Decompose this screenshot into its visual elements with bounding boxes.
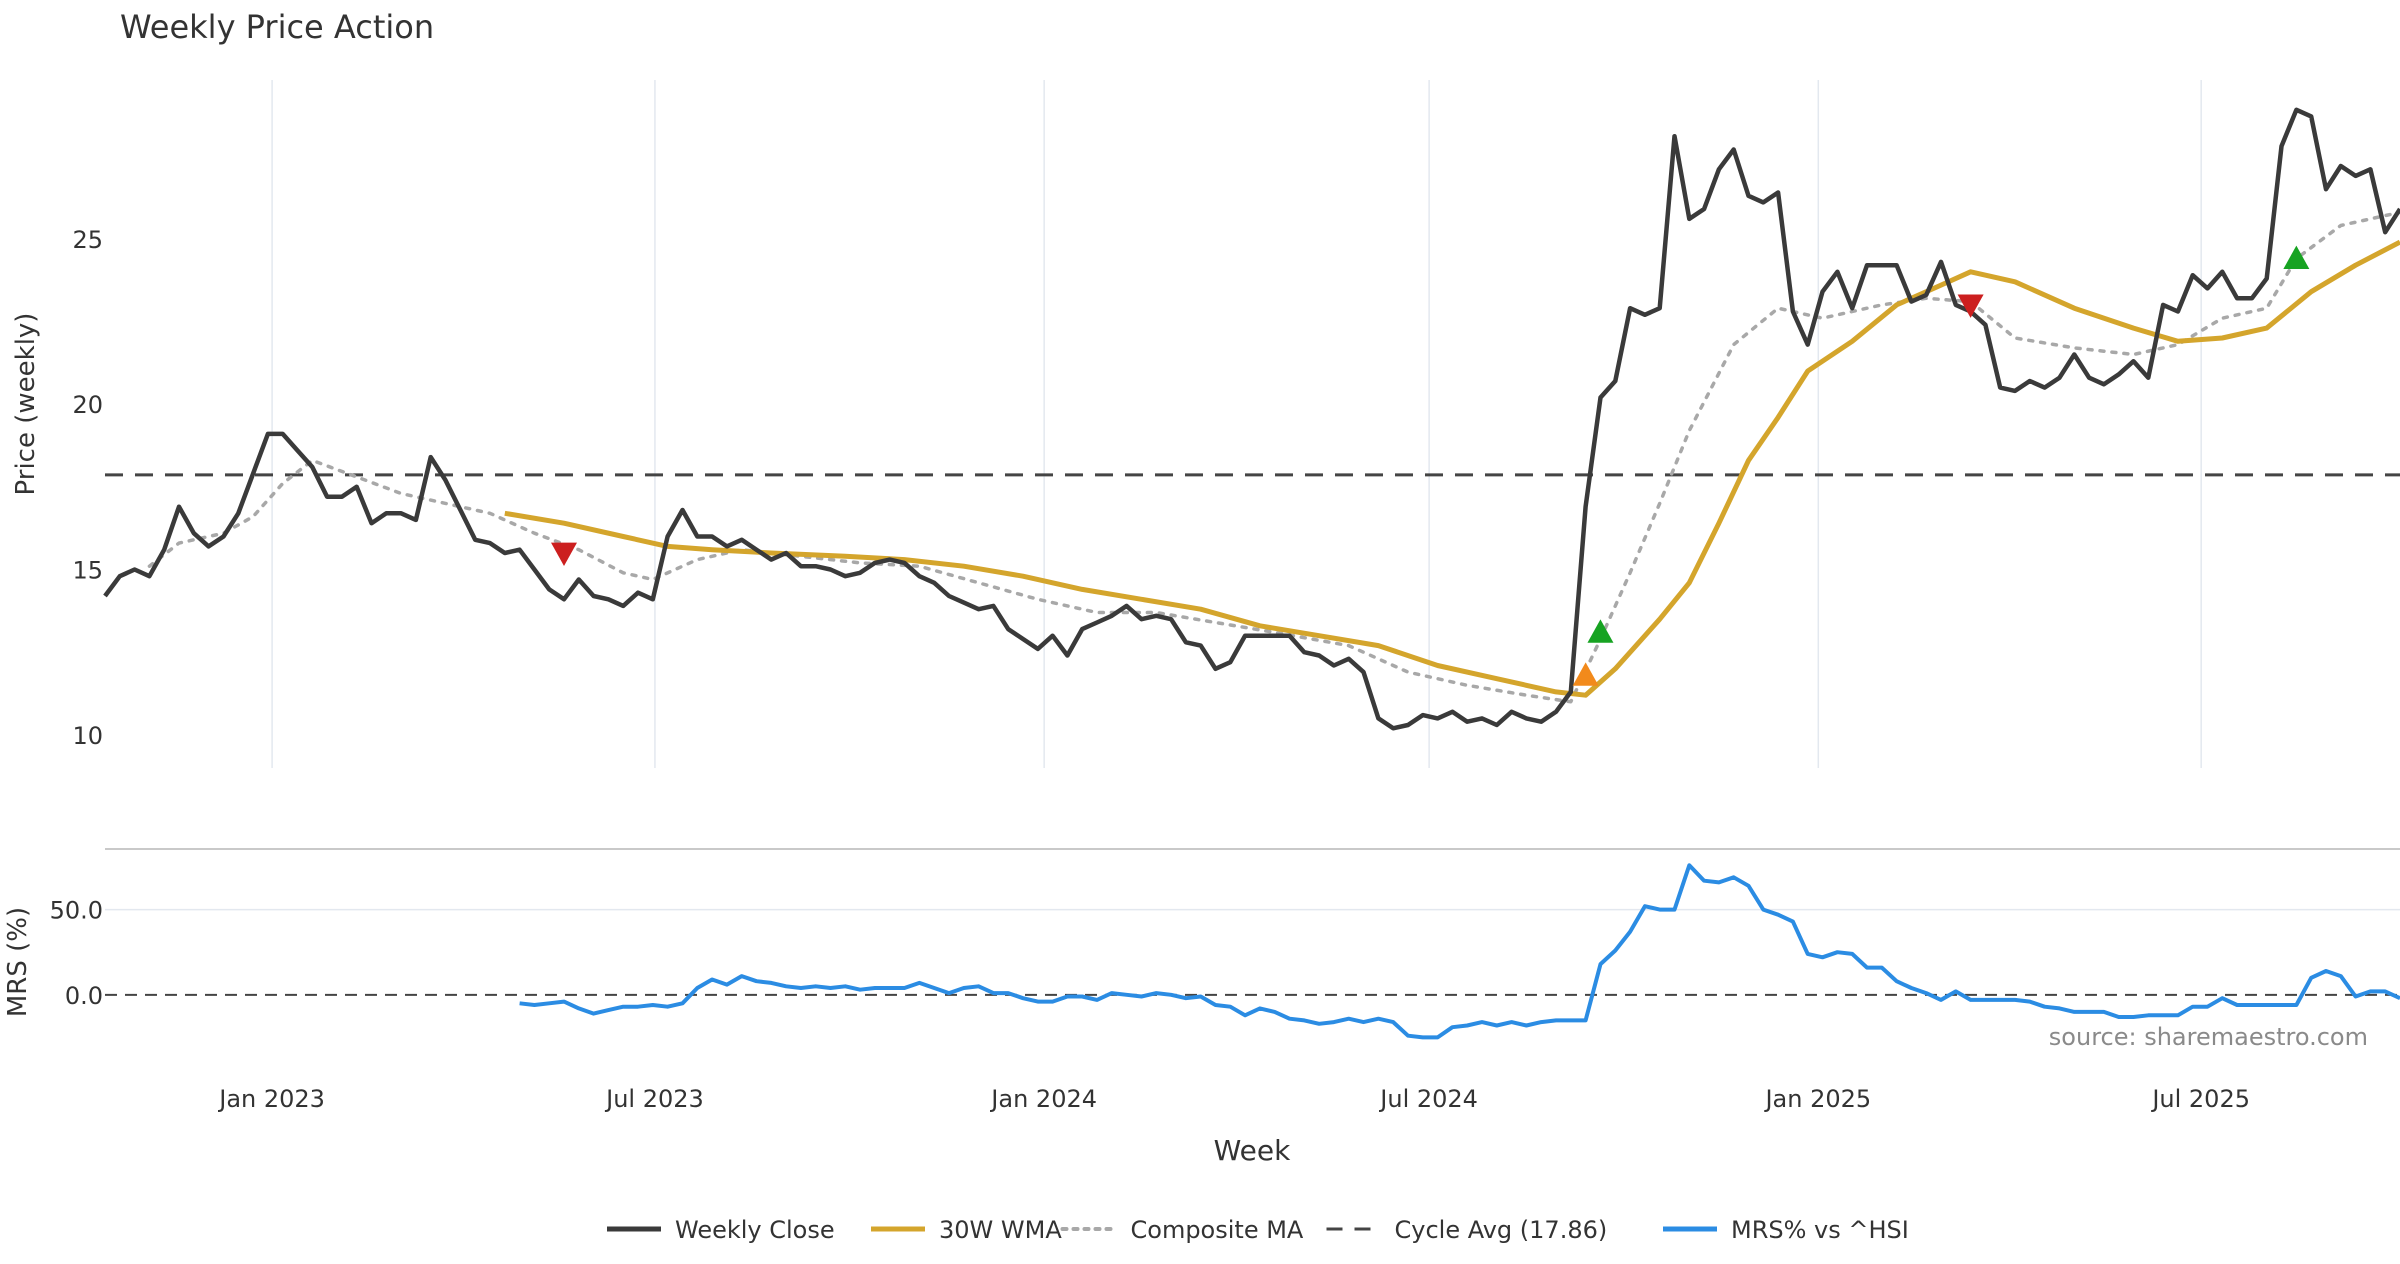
legend-label: Composite MA [1131,1216,1304,1244]
grid-layer [105,80,2400,911]
series-weekly-close [103,107,2400,731]
series-layer [103,107,2400,1040]
price-y-tick-label: 25 [72,226,103,254]
price-axis-label: Price (weekly) [11,313,41,496]
series-30w-wma [504,239,2400,698]
legend-item-mrs-vs-hsi: MRS% vs ^HSI [1663,1216,1909,1244]
x-tick-label: Jul 2024 [1378,1085,1478,1113]
legend-item-cycle-avg-17-86: Cycle Avg (17.86) [1326,1216,1608,1244]
mrs-axis-label: MRS (%) [3,907,33,1017]
price-y-tick-label: 15 [72,557,103,585]
signal-markers-layer [551,245,2310,686]
x-tick-label: Jul 2023 [604,1085,704,1113]
legend-label: 30W WMA [939,1216,1062,1244]
series-composite-ma [147,210,2400,704]
legend-item-weekly-close: Weekly Close [607,1216,835,1244]
x-tick-label: Jan 2023 [217,1085,325,1113]
signal-marker-triangle-down [1957,294,1984,318]
chart-title: Weekly Price Action [120,8,434,46]
signal-marker-triangle-up [1572,662,1599,686]
source-note: source: sharemaestro.com [2049,1023,2368,1051]
x-axis-label: Week [1214,1134,1291,1167]
legend: Weekly Close 30W WMA Composite MA Cycle Avg… [607,1216,1909,1244]
legend-label: Weekly Close [675,1216,835,1244]
mrs-y-tick-label: 0.0 [65,982,103,1010]
signal-marker-triangle-down [551,542,577,566]
x-tick-label: Jul 2025 [2150,1085,2250,1113]
series-mrs-vs-hsi [519,863,2400,1040]
signal-marker-triangle-up [2283,245,2310,270]
x-tick-label: Jan 2025 [1763,1085,1871,1113]
legend-label: Cycle Avg (17.86) [1395,1216,1608,1244]
reference-lines-layer [105,473,2400,996]
legend-label: MRS% vs ^HSI [1731,1216,1909,1244]
x-tick-label: Jan 2024 [989,1085,1097,1113]
price-y-tick-label: 10 [72,722,103,750]
legend-item-composite-ma: Composite MA [1060,1216,1304,1244]
legend-item-30w-wma: 30W WMA [871,1216,1062,1244]
axes-layer: Jan 2023 Jul 2023 Jan 2024 Jul 2024 Jan 2025… [50,226,2400,1113]
signal-marker-triangle-up [1587,619,1614,643]
price-y-tick-label: 20 [72,391,103,419]
mrs-y-tick-label: 50.0 [50,897,103,925]
